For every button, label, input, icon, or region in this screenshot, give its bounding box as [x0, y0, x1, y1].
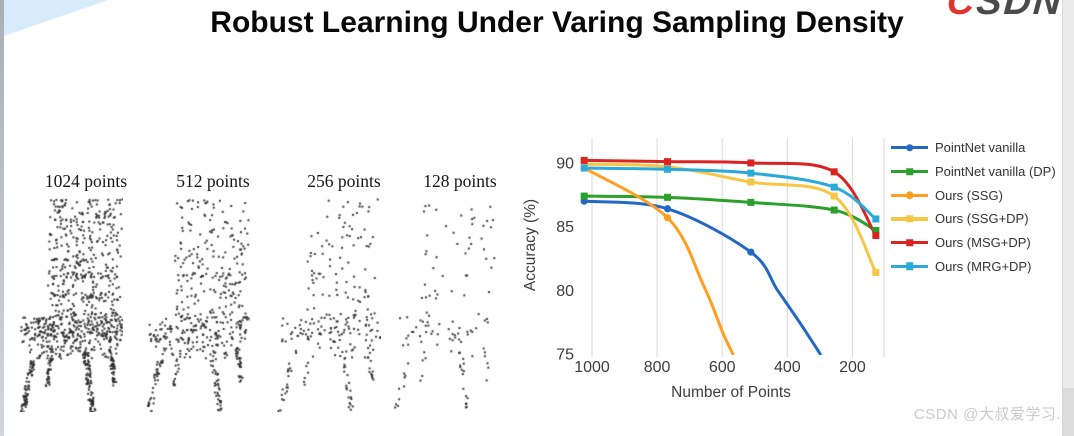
- series-marker: [747, 178, 755, 186]
- y-tick-label: 80: [556, 283, 574, 300]
- legend-label: Ours (MSG+DP): [935, 235, 1031, 251]
- corner-decoration: [4, 0, 108, 36]
- series-marker: [747, 169, 755, 177]
- pointcloud-figure-128: 128 points: [393, 171, 497, 412]
- legend-item: PointNet vanilla (DP): [891, 160, 1056, 184]
- y-tick-label: 85: [556, 219, 574, 236]
- series-marker: [580, 192, 588, 200]
- scrollbar-thumb[interactable]: [1063, 388, 1074, 436]
- series-marker: [830, 192, 838, 200]
- accuracy-chart: 1000 800 600 400 200 90 85 80 75 Number of Points…: [522, 138, 885, 401]
- legend-line: [891, 191, 928, 199]
- series-line: [582, 199, 822, 355]
- x-tick-label: 600: [709, 359, 736, 376]
- pointcloud-label: 128 points: [423, 171, 497, 191]
- series-line: [582, 166, 735, 355]
- pointcloud-figure-512: 512 points: [146, 171, 250, 412]
- x-tick-label: 800: [644, 359, 671, 376]
- series-marker: [663, 214, 672, 222]
- legend-marker-circle: [905, 144, 914, 152]
- pointcloud-figure-256: 256 points: [277, 171, 381, 412]
- legend-line: [891, 238, 928, 247]
- legend-marker-square: [905, 238, 914, 247]
- legend-item: Ours (SSG+DP): [891, 207, 1056, 231]
- legend-label: Ours (SSG+DP): [935, 211, 1029, 227]
- x-axis-title: Number of Points: [671, 384, 791, 401]
- series-marker: [872, 226, 880, 234]
- legend-label: PointNet vanilla: [935, 140, 1026, 156]
- y-tick-label: 75: [556, 347, 574, 364]
- series-marker: [872, 268, 880, 276]
- pointcloud-canvas-1024: [19, 194, 123, 412]
- series-marker: [580, 160, 588, 168]
- pointcloud-label: 512 points: [176, 171, 250, 191]
- legend-line: [891, 262, 928, 271]
- slide-title: Robust Learning Under Varing Sampling De…: [210, 6, 904, 39]
- x-tick-label: 400: [774, 359, 801, 376]
- legend-item: Ours (MRG+DP): [891, 254, 1056, 278]
- series-marker: [830, 168, 838, 176]
- legend-marker-circle: [905, 191, 914, 199]
- pointcloud-label: 256 points: [307, 171, 381, 191]
- legend-marker-square: [905, 262, 914, 271]
- series-marker: [664, 158, 672, 166]
- legend-item: Ours (MSG+DP): [891, 231, 1056, 255]
- pointcloud-canvas-128: [393, 194, 497, 412]
- legend-line: [891, 215, 928, 223]
- legend-label: Ours (MRG+DP): [935, 258, 1032, 274]
- pointcloud-figure-1024: 1024 points: [19, 171, 127, 412]
- series-marker: [872, 232, 880, 240]
- legend-line: [891, 144, 928, 152]
- pointcloud-canvas-256: [277, 194, 381, 412]
- series-marker: [747, 198, 755, 206]
- pointcloud-label: 1024 points: [44, 171, 128, 191]
- x-tick-label: 200: [839, 359, 866, 376]
- series-marker: [747, 248, 755, 256]
- series-marker: [830, 183, 838, 191]
- csdn-logo-rest: SDN: [975, 0, 1063, 18]
- chart-legend: PointNet vanilla PointNet vanilla (DP) Our…: [891, 136, 1056, 278]
- series-marker: [580, 164, 588, 172]
- legend-line: [891, 167, 928, 176]
- legend-label: Ours (SSG): [935, 187, 1003, 203]
- y-tick-label: 90: [556, 155, 574, 172]
- right-edge-strip: [1062, 0, 1074, 436]
- left-edge-strip: [0, 0, 4, 436]
- pointcloud-canvas-512: [146, 194, 250, 412]
- series-marker: [747, 159, 755, 167]
- series-line: [582, 162, 878, 274]
- series-marker: [830, 206, 838, 214]
- legend-label: PointNet vanilla (DP): [935, 164, 1056, 180]
- legend-item: PointNet vanilla: [891, 136, 1056, 160]
- series-marker: [872, 215, 880, 223]
- series-marker: [580, 156, 588, 164]
- watermark: CSDN @大叔爱学习.: [913, 406, 1061, 423]
- legend-marker-square: [905, 167, 914, 176]
- y-axis-title: Accuracy (%): [522, 199, 539, 291]
- legend-item: Ours (SSG): [891, 183, 1056, 207]
- series-marker: [664, 193, 672, 201]
- series-marker: [664, 165, 672, 173]
- legend-marker-square: [905, 215, 914, 223]
- series-marker: [663, 205, 672, 213]
- x-tick-label: 1000: [574, 359, 610, 376]
